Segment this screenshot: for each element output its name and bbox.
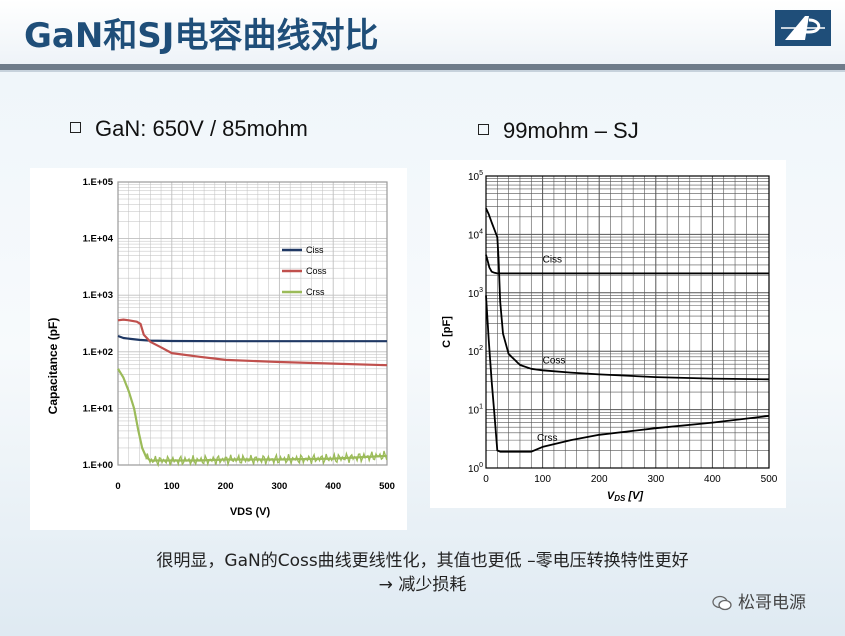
sj-chart-curve-labels: Ciss Coss Crss — [537, 255, 565, 444]
y-tick-label: 1.E+02 — [83, 347, 113, 358]
series-line-ciss — [485, 254, 769, 275]
y-tick-label: 1.E+03 — [83, 290, 113, 301]
slide-header: GaN和SJ电容曲线对比 — [0, 0, 845, 64]
curve-label-ciss: Ciss — [543, 255, 562, 266]
y-tick-label: 103 — [468, 287, 483, 300]
y-tick-label: 102 — [468, 345, 483, 358]
series-line-crss-noise — [145, 450, 388, 468]
y-tick-label: 1.E+05 — [83, 177, 114, 188]
watermark-text: 松哥电源 — [738, 593, 806, 613]
legend-label-ciss: Ciss — [306, 245, 324, 255]
bullet-sj: 99mohm – SJ — [478, 118, 639, 144]
x-tick-label: 0 — [483, 474, 489, 485]
caption-line-2: → 减少损耗 — [378, 575, 467, 595]
sj-chart-y-axis-label: C [pF] — [441, 316, 453, 348]
gan-chart-series — [117, 318, 388, 468]
gan-chart-x-axis-label: VDS (V) — [230, 506, 271, 518]
x-tick-label: 400 — [704, 474, 721, 485]
gan-capacitance-chart: 0 100 200 300 400 500 1.E+00 1.E+01 1.E+02 1.E+03… — [30, 168, 407, 530]
x-tick-label: 200 — [591, 474, 608, 485]
y-tick-label: 100 — [468, 462, 483, 475]
x-tick-label: 500 — [761, 474, 778, 485]
wechat-icon — [712, 595, 732, 611]
bullet-gan-text: GaN: 650V / 85mohm — [95, 116, 308, 141]
header-divider-light — [0, 70, 845, 72]
checkbox-bullet-icon — [478, 123, 489, 135]
y-tick-label: 101 — [468, 404, 483, 417]
plot-frame — [117, 181, 388, 466]
x-tick-label: 300 — [647, 474, 664, 485]
bullet-sj-text: 99mohm – SJ — [503, 118, 639, 143]
watermark: 松哥电源 — [712, 588, 806, 613]
checkbox-bullet-icon — [70, 121, 81, 133]
sj-chart-x-axis-label: VDS [V] — [607, 490, 644, 503]
sj-capacitance-chart: 0 100 200 300 400 500 100 101 102 103 104 105 Ciss C… — [430, 160, 786, 508]
legend-label-coss: Coss — [306, 266, 327, 276]
company-logo — [775, 10, 831, 46]
x-tick-label: 300 — [271, 481, 287, 492]
x-tick-label: 400 — [325, 481, 341, 492]
x-tick-label: 100 — [164, 481, 180, 492]
gan-chart-ticks: 0 100 200 300 400 500 1.E+00 1.E+01 1.E+02 1.E+03… — [83, 177, 395, 492]
sj-chart-grid — [485, 175, 770, 469]
series-line-coss — [117, 318, 388, 367]
caption-line-1: 很明显，GaN的Coss曲线更线性化，其值也更低 –零电压转换特性更好 — [156, 551, 689, 571]
y-tick-label: 1.E+01 — [83, 403, 114, 414]
slide-title: GaN和SJ电容曲线对比 — [24, 16, 379, 56]
y-tick-label: 104 — [468, 228, 483, 241]
legend-label-crss: Crss — [306, 287, 325, 297]
header-divider — [0, 64, 845, 70]
series-line-crss — [117, 368, 388, 462]
x-tick-label: 100 — [534, 474, 551, 485]
x-tick-label: 0 — [115, 481, 120, 492]
y-tick-label: 105 — [468, 170, 483, 183]
curve-label-coss: Coss — [543, 355, 566, 366]
y-tick-label: 1.E+04 — [83, 234, 114, 245]
plot-frame — [485, 175, 770, 469]
bullet-gan: GaN: 650V / 85mohm — [70, 116, 308, 142]
sj-chart-series — [485, 207, 770, 453]
series-line-ciss — [117, 334, 387, 343]
gan-chart-legend: Ciss Coss Crss — [282, 245, 327, 297]
y-tick-label: 1.E+00 — [83, 460, 113, 471]
x-tick-label: 500 — [379, 481, 395, 492]
gan-chart-grid — [117, 181, 388, 466]
x-tick-label: 200 — [218, 481, 234, 492]
gan-chart-y-axis-label: Capacitance (pF) — [46, 318, 60, 415]
series-line-crss — [485, 295, 770, 453]
curve-label-crss: Crss — [537, 433, 558, 444]
series-line-coss — [485, 207, 770, 381]
gan-chart-svg: 0 100 200 300 400 500 1.E+00 1.E+01 1.E+02 1.E+03… — [46, 177, 395, 518]
